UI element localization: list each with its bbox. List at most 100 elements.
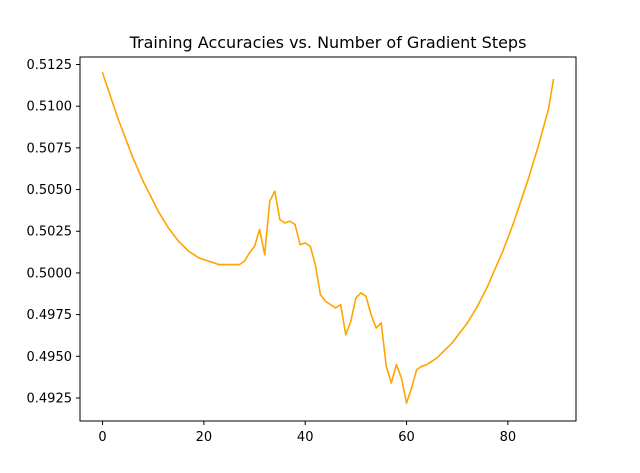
- data-point: [152, 200, 155, 203]
- data-point: [263, 253, 266, 256]
- data-point: [471, 313, 474, 316]
- x-tick-label: 0: [98, 430, 106, 445]
- data-point: [456, 335, 458, 338]
- data-point: [380, 322, 383, 324]
- data-point: [208, 260, 210, 263]
- data-point: [517, 208, 519, 211]
- data-point: [238, 263, 241, 266]
- data-point: [116, 117, 119, 119]
- data-point: [284, 222, 286, 224]
- plot-area: [101, 72, 555, 404]
- y-axis: 0.4925 0.4950 0.4975 0.5000 0.5025 0.5050 0.50…: [27, 58, 80, 406]
- data-point: [127, 143, 129, 146]
- x-tick-label: 80: [500, 430, 517, 445]
- data-point: [289, 220, 291, 223]
- data-point: [248, 252, 251, 254]
- data-point: [420, 365, 423, 368]
- data-point: [243, 260, 246, 263]
- data-point: [491, 273, 494, 276]
- data-point: [466, 322, 469, 324]
- data-point: [147, 190, 149, 193]
- data-point: [552, 78, 555, 81]
- y-tick-label: 0.4975: [27, 308, 73, 323]
- data-point: [299, 243, 301, 246]
- data-point: [228, 263, 231, 266]
- data-point: [405, 402, 408, 404]
- data-point: [425, 363, 428, 366]
- data-point: [258, 228, 261, 231]
- data-point: [319, 293, 322, 296]
- data-point: [375, 327, 377, 329]
- series-line-0: [101, 72, 555, 404]
- data-point: [274, 190, 276, 193]
- data-point: [309, 245, 312, 248]
- data-point: [162, 218, 165, 221]
- data-point: [223, 263, 225, 266]
- y-tick-label: 0.5025: [27, 225, 73, 240]
- y-tick-label: 0.5125: [27, 58, 73, 73]
- data-point: [157, 210, 160, 213]
- data-point: [527, 178, 529, 181]
- data-point: [496, 262, 499, 264]
- y-tick-label: 0.5000: [27, 266, 73, 281]
- data-point: [233, 263, 236, 266]
- data-point: [385, 365, 388, 368]
- data-point: [344, 333, 347, 336]
- data-point: [451, 342, 453, 344]
- data-point: [501, 250, 504, 253]
- data-point: [106, 87, 109, 89]
- data-point: [522, 193, 524, 196]
- data-point: [410, 387, 413, 389]
- data-point: [334, 307, 337, 309]
- data-point: [324, 300, 327, 303]
- data-point: [329, 303, 332, 306]
- data-point: [350, 320, 352, 323]
- data-point: [441, 352, 443, 354]
- data-point: [360, 292, 362, 294]
- data-point: [415, 368, 418, 371]
- data-point: [512, 223, 514, 226]
- data-point: [172, 233, 175, 236]
- data-point: [213, 262, 215, 264]
- data-point: [253, 245, 256, 248]
- y-tick-label: 0.4950: [27, 350, 73, 365]
- y-tick-label: 0.5100: [27, 100, 73, 115]
- axes-frame: [79, 56, 577, 422]
- data-point: [198, 257, 200, 259]
- y-tick-label: 0.5050: [27, 183, 73, 198]
- data-point: [390, 382, 393, 384]
- x-axis: 0 20 40 60 80: [98, 421, 516, 445]
- data-point: [132, 157, 134, 159]
- x-tick-label: 20: [196, 430, 213, 445]
- data-point: [365, 295, 367, 298]
- data-point: [461, 328, 464, 331]
- data-point: [481, 295, 484, 298]
- data-point: [279, 218, 281, 221]
- y-tick-label: 0.4925: [27, 391, 73, 406]
- data-point: [182, 245, 185, 248]
- data-point: [486, 285, 489, 288]
- data-point: [542, 127, 545, 129]
- data-point: [101, 72, 104, 74]
- data-point: [167, 227, 170, 229]
- data-point: [122, 130, 124, 132]
- data-point: [370, 313, 372, 316]
- chart-title: Training Accuracies vs. Number of Gradie…: [129, 33, 527, 52]
- data-point: [177, 240, 180, 243]
- data-point: [137, 168, 139, 171]
- data-point: [294, 223, 296, 226]
- data-point: [507, 237, 509, 239]
- data-point: [314, 263, 317, 266]
- data-point: [395, 363, 398, 366]
- data-point: [355, 297, 357, 299]
- data-point: [339, 303, 342, 306]
- data-point: [142, 180, 144, 183]
- data-point: [203, 258, 205, 261]
- data-point: [436, 357, 438, 359]
- data-point: [547, 108, 550, 111]
- data-point: [268, 200, 271, 203]
- data-point: [537, 145, 540, 148]
- data-point: [446, 347, 448, 349]
